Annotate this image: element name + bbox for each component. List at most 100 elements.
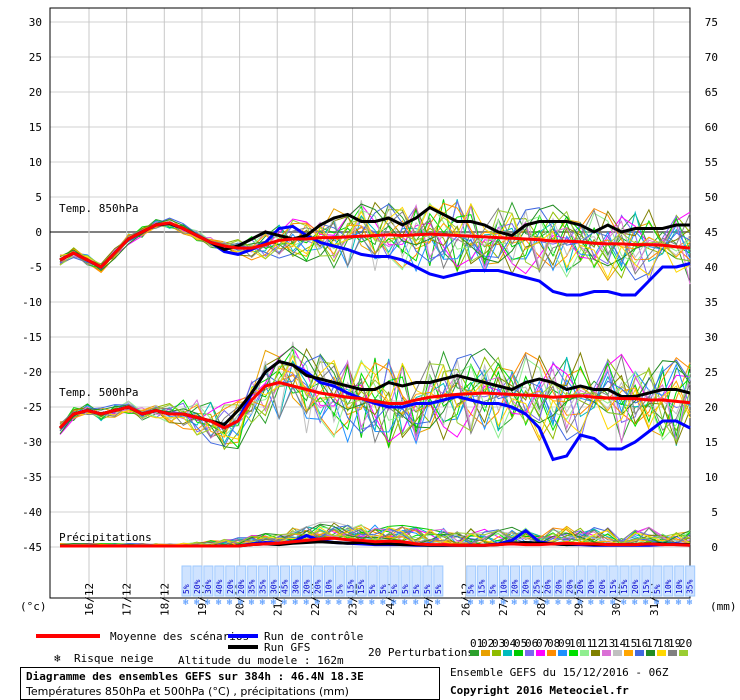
snow-risk-cell <box>619 565 630 597</box>
perturbation-number: 03 <box>492 637 505 650</box>
snow-risk-cell <box>531 565 542 597</box>
snow-risk-value: 35% <box>248 579 257 594</box>
snow-risk-cell <box>203 565 214 597</box>
perturbation-color-swatch <box>624 650 633 656</box>
snow-risk-value: 15% <box>609 579 618 594</box>
perturbation-t500-line <box>59 354 691 440</box>
snow-star-icon: ❄ <box>293 598 299 608</box>
snow-risk-cell <box>685 565 696 597</box>
perturbation-number: 01 <box>470 637 483 650</box>
right-tick-label: 40 <box>705 261 718 274</box>
snow-risk-value: 20% <box>226 579 235 594</box>
snow-risk-cell <box>553 565 564 597</box>
right-tick-label: 50 <box>705 191 718 204</box>
perturbation-color-swatch <box>470 650 479 656</box>
perturbation-color-swatch <box>481 650 490 656</box>
snow-risk-value: 30% <box>270 579 279 594</box>
snow-star-icon: ❄ <box>522 598 528 608</box>
grid <box>50 8 690 598</box>
snow-risk-cell <box>564 565 575 597</box>
perturbation-color-swatch <box>602 650 611 656</box>
perturbation-number: 18 <box>657 637 670 650</box>
snow-star-icon: ❄ <box>227 598 233 608</box>
snow-star-icon: ❄ <box>610 598 616 608</box>
snow-risk-cell <box>608 565 619 597</box>
snow-risk-cell <box>597 565 608 597</box>
snow-risk-cell <box>510 565 520 597</box>
snow-star-icon: ❄ <box>654 598 660 608</box>
snow-risk-value: 15% <box>346 579 355 594</box>
snow-risk-value: 20% <box>576 579 585 594</box>
snow-risk-value: 20% <box>313 579 322 594</box>
snow-risk-value: 15% <box>357 579 366 594</box>
snow-star-icon: ❄ <box>577 598 583 608</box>
perturbation-t500-line <box>59 351 691 436</box>
left-tick-label: -40 <box>22 506 42 519</box>
snow-risk-value: 15% <box>642 579 651 594</box>
snow-risk-cell <box>356 565 367 597</box>
snow-star-icon: ❄ <box>369 598 375 608</box>
left-tick-label: 20 <box>29 86 42 99</box>
perturbation-number: 15 <box>624 637 637 650</box>
perturbation-number: 02 <box>481 637 494 650</box>
run-info: Ensemble GEFS du 15/12/2016 - 06Z <box>450 666 669 679</box>
snow-risk-value: 20% <box>193 579 202 594</box>
t500-label: Temp. 500hPa <box>59 386 138 399</box>
snow-risk-value: 20% <box>302 579 311 594</box>
perturbation-precip-line <box>59 521 691 547</box>
snow-risk-value: 5% <box>390 584 399 594</box>
snow-star-icon: ❄ <box>402 598 408 608</box>
snow-star-icon: ❄ <box>555 598 561 608</box>
left-tick-label: -45 <box>22 541 42 554</box>
snow-star-icon: ❄ <box>303 598 309 608</box>
snow-risk-cell <box>422 565 433 597</box>
snow-star-icon: ❄ <box>271 598 277 608</box>
date-tick-label: 18/12 <box>158 583 171 616</box>
snow-star-icon: ❄ <box>380 598 386 608</box>
perturbation-color-swatch <box>558 650 567 656</box>
snow-star-icon: ❄ <box>336 598 342 608</box>
snow-risk-value: 40% <box>215 579 224 594</box>
snow-risk-value: 10% <box>324 579 333 594</box>
snow-risk-cell <box>641 565 652 597</box>
right-tick-label: 55 <box>705 156 718 169</box>
snow-star-icon: ❄ <box>249 598 255 608</box>
snow-star-icon: ❄ <box>468 598 474 608</box>
snow-risk-value: 35% <box>686 579 695 594</box>
snow-risk-cell <box>367 565 378 597</box>
perturbation-number: 06 <box>525 637 538 650</box>
perturbation-color-swatch <box>657 650 666 656</box>
left-tick-label: 30 <box>29 16 42 29</box>
snow-risk-value: 20% <box>598 579 607 594</box>
mean-label: Moyenne des scénarios <box>110 630 249 643</box>
perturbation-t850-line <box>59 203 691 271</box>
snow-risk-value: 35% <box>259 579 268 594</box>
snow-star-icon: ❄ <box>183 598 189 608</box>
snow-star-icon: ❄ <box>435 598 441 608</box>
snow-risk-value: 20% <box>521 579 530 594</box>
snow-star-icon: ❄ <box>665 598 671 608</box>
snow-risk-cell <box>258 565 269 597</box>
footer-title: Diagramme des ensembles GEFS sur 384h : … <box>26 670 364 683</box>
right-tick-label: 10 <box>705 471 718 484</box>
perturbation-number: 14 <box>613 637 627 650</box>
snow-risk-cell <box>488 565 499 597</box>
perturbation-number: 16 <box>635 637 648 650</box>
snow-star-icon: ❄ <box>194 598 200 608</box>
precip-label: Précipitations <box>59 531 152 544</box>
right-tick-label: 25 <box>705 366 718 379</box>
right-tick-label: 45 <box>705 226 718 239</box>
perturbation-t500-line <box>59 356 691 443</box>
right-tick-label: 15 <box>705 436 718 449</box>
date-tick-label: 16/12 <box>83 583 96 616</box>
snow-star-icon: ❄ <box>643 598 649 608</box>
perturbation-color-swatch <box>668 650 677 656</box>
right-tick-label: 5 <box>711 506 718 519</box>
copyright: Copyright 2016 Meteociel.fr <box>450 684 629 697</box>
footer-subtitle: Températures 850hPa et 500hPa (°C) , pré… <box>26 685 349 698</box>
perturbation-t500-line <box>59 356 691 451</box>
legend: Moyenne des scénarios Run de contrôle Ru… <box>36 630 692 667</box>
perturbation-color-swatch <box>591 650 600 656</box>
snow-risk-value: 20% <box>587 579 596 594</box>
snow-risk-cell <box>389 565 400 597</box>
